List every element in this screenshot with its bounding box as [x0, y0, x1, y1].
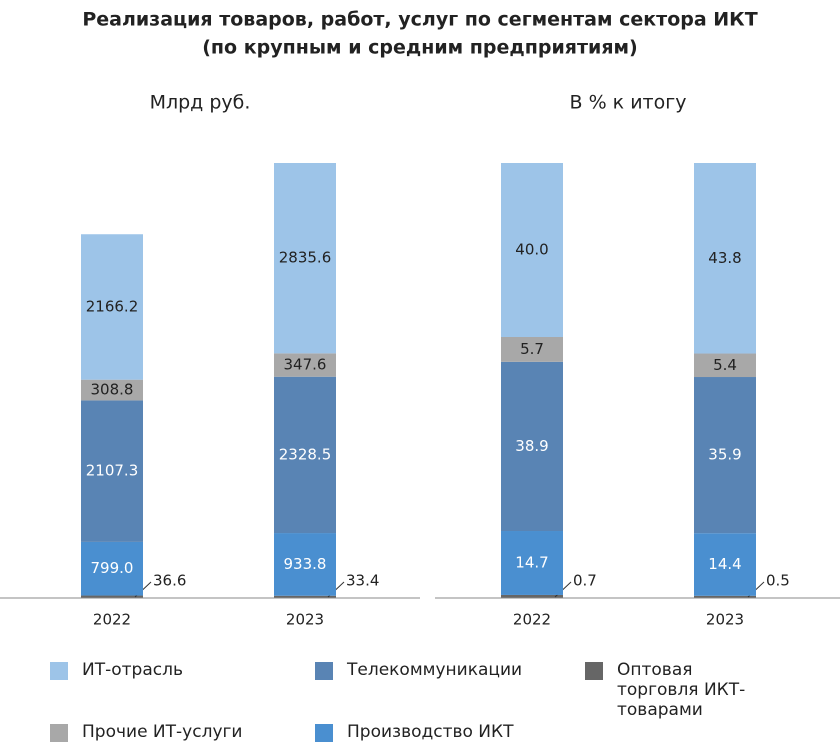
value-label: 2166.2: [86, 297, 139, 315]
value-label: 5.7: [520, 340, 544, 358]
value-label: 35.9: [708, 446, 741, 464]
bar-segment: [274, 533, 336, 596]
bar-segment: [501, 361, 563, 532]
legend-label: ИТ-отрасль: [82, 660, 183, 680]
x-tick-label: 2023: [706, 611, 744, 629]
bar-segment: [274, 376, 336, 534]
x-tick-label: 2022: [93, 611, 131, 629]
legend-label: Прочие ИТ-услуги: [82, 722, 243, 742]
legend-swatch: [50, 662, 68, 680]
value-label: 36.6: [153, 572, 186, 590]
bar-segment: [274, 353, 336, 377]
legend-item: Производство ИКТ: [315, 722, 575, 742]
legend-swatch: [315, 724, 333, 742]
value-label: 0.7: [573, 572, 597, 590]
value-label: 2107.3: [86, 462, 139, 480]
value-label: 2835.6: [279, 249, 332, 267]
bar-segment: [694, 377, 756, 534]
value-label: 33.4: [346, 572, 379, 590]
bar-segment: [501, 163, 563, 337]
value-label: 40.0: [515, 241, 548, 259]
chart-subtitle: Млрд руб.: [150, 92, 251, 114]
legend-swatch: [315, 662, 333, 680]
legend-label: Производство ИКТ: [347, 722, 514, 742]
bar-segment: [274, 595, 336, 598]
value-label: 38.9: [515, 437, 548, 455]
legend-swatch: [585, 662, 603, 680]
legend-item: Телекоммуникации: [315, 660, 575, 680]
value-label: 5.4: [713, 356, 737, 374]
chart-subtitle: В % к итогу: [570, 92, 687, 114]
bar-segment: [81, 541, 143, 596]
legend-item: Прочие ИТ-услуги: [50, 722, 310, 742]
bar-segment: [81, 379, 143, 401]
legend-label: Оптовая торговля ИКТ-товарами: [617, 660, 746, 720]
value-label: 43.8: [708, 249, 741, 267]
value-label: 933.8: [284, 555, 327, 573]
bar-segment: [81, 400, 143, 542]
legend-item: Оптовая торговля ИКТ-товарами: [585, 660, 775, 720]
bar-segment: [274, 163, 336, 354]
bar-segment: [501, 594, 563, 598]
value-label: 14.7: [515, 553, 548, 571]
x-tick-label: 2022: [513, 611, 551, 629]
value-label: 0.5: [766, 572, 790, 590]
bar-segment: [694, 163, 756, 354]
bar-segment: [81, 234, 143, 380]
legend-label: Телекоммуникации: [347, 660, 523, 680]
legend-swatch: [50, 724, 68, 742]
value-label: 2328.5: [279, 445, 332, 463]
legend-item: ИТ-отрасль: [50, 660, 310, 680]
value-label: 799.0: [91, 559, 134, 577]
chart-title: Реализация товаров, работ, услуг по сегм…: [82, 9, 757, 31]
bar-segment: [501, 337, 563, 362]
bar-segment: [694, 353, 756, 378]
value-label: 14.4: [708, 555, 741, 573]
bar-segment: [501, 531, 563, 595]
bar-segment: [694, 533, 756, 596]
chart-subtitle: (по крупным и средним предприятиям): [202, 37, 638, 59]
bar-segment: [694, 595, 756, 598]
bar-segment: [81, 595, 143, 598]
x-tick-label: 2023: [286, 611, 324, 629]
value-label: 347.6: [284, 356, 327, 374]
value-label: 308.8: [91, 381, 134, 399]
